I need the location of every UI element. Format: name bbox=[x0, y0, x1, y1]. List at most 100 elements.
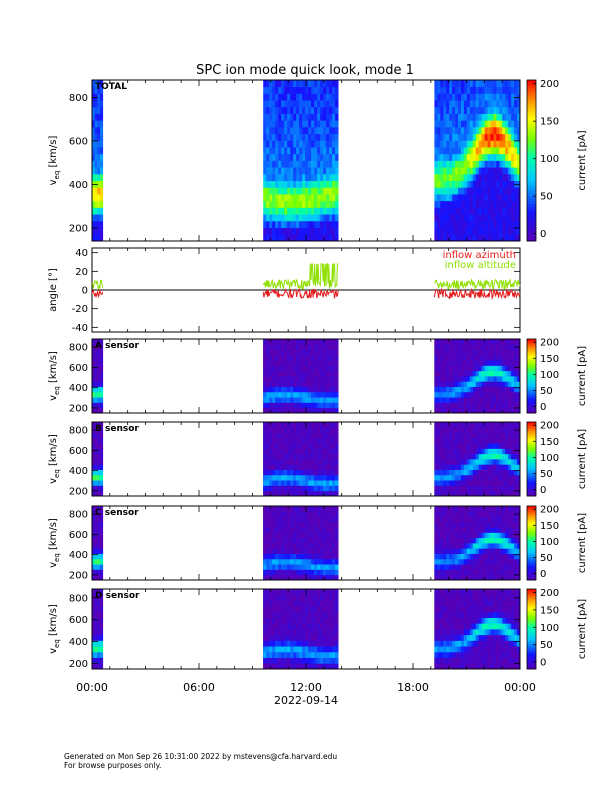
total-cell bbox=[275, 140, 279, 148]
a-cell bbox=[484, 386, 488, 393]
d-cell bbox=[266, 646, 270, 653]
b-cell bbox=[296, 432, 300, 439]
a-cell bbox=[263, 354, 267, 361]
d-cell bbox=[452, 663, 456, 670]
c-cell bbox=[278, 527, 282, 533]
a-cell bbox=[493, 365, 497, 372]
a-cell bbox=[499, 386, 503, 393]
total-cell bbox=[452, 113, 456, 121]
b-cell bbox=[440, 490, 444, 497]
a-cell bbox=[449, 360, 453, 366]
total-cell bbox=[502, 207, 506, 215]
total-cell bbox=[466, 113, 471, 121]
b-cell bbox=[311, 459, 315, 465]
total-cell bbox=[517, 200, 521, 208]
a-cell bbox=[296, 391, 300, 398]
total-cell bbox=[94, 187, 98, 195]
c-cell bbox=[440, 574, 444, 581]
total-cell bbox=[481, 133, 485, 141]
total-cell bbox=[263, 106, 267, 114]
b-cell bbox=[299, 469, 303, 476]
b-colorbar-cell bbox=[527, 487, 536, 489]
b-cell bbox=[94, 453, 98, 460]
a-colorbar-cell bbox=[527, 384, 536, 387]
c-cell bbox=[269, 558, 273, 565]
total-cell bbox=[281, 160, 285, 168]
total-cell bbox=[478, 80, 483, 88]
c-cell bbox=[317, 521, 321, 528]
c-cell bbox=[323, 574, 327, 581]
total-cell bbox=[302, 194, 306, 202]
total-cell bbox=[266, 220, 270, 228]
c-cell bbox=[481, 521, 485, 528]
c-cell bbox=[284, 527, 288, 533]
total-cell bbox=[100, 234, 104, 242]
b-colorbar-tick-label: 150 bbox=[540, 437, 559, 448]
b-cell bbox=[508, 464, 512, 470]
c-cell bbox=[517, 537, 521, 544]
c-cell bbox=[275, 564, 279, 570]
total-cell bbox=[458, 147, 462, 155]
a-cell bbox=[493, 376, 497, 382]
b-cell bbox=[311, 453, 315, 460]
total-cell bbox=[472, 106, 477, 114]
c-cell bbox=[434, 511, 438, 517]
a-cell bbox=[517, 360, 521, 366]
total-cell bbox=[517, 86, 521, 94]
total-cell bbox=[266, 200, 270, 208]
total-cell bbox=[308, 207, 312, 215]
b-cell bbox=[281, 443, 285, 449]
b-cell bbox=[332, 485, 336, 492]
c-cell bbox=[263, 516, 267, 523]
d-cell bbox=[296, 611, 300, 618]
total-cell bbox=[293, 147, 297, 155]
total-cell bbox=[481, 113, 485, 121]
a-cell bbox=[434, 360, 438, 366]
c-cell bbox=[472, 553, 477, 560]
b-cell bbox=[508, 490, 512, 497]
c-colorbar-cell bbox=[527, 566, 536, 569]
d-cell bbox=[275, 600, 279, 607]
a-cell bbox=[296, 370, 300, 377]
total-colorbar-cell bbox=[527, 203, 536, 207]
total-cell bbox=[275, 227, 279, 235]
total-cell bbox=[332, 113, 336, 121]
b-cell bbox=[449, 485, 453, 492]
b-cell bbox=[460, 490, 465, 497]
total-cell bbox=[481, 126, 485, 135]
b-cell bbox=[478, 422, 483, 428]
c-cell bbox=[323, 564, 327, 570]
d-cell bbox=[437, 651, 441, 658]
b-cell bbox=[305, 437, 309, 444]
c-cell bbox=[481, 543, 485, 549]
c-cell bbox=[275, 543, 279, 549]
b-cell bbox=[94, 422, 98, 428]
c-cell bbox=[484, 543, 488, 549]
total-cell bbox=[484, 133, 488, 141]
c-cell bbox=[440, 564, 444, 570]
d-cell bbox=[299, 606, 303, 613]
d-cell bbox=[332, 646, 336, 653]
b-ytick-label: 800 bbox=[69, 426, 88, 437]
b-cell bbox=[320, 443, 324, 449]
total-cell bbox=[469, 126, 474, 135]
total-cell bbox=[472, 214, 477, 222]
b-colorbar-cell bbox=[527, 493, 536, 496]
d-cell bbox=[434, 611, 438, 618]
total-cell bbox=[314, 140, 318, 148]
total-cell bbox=[517, 187, 521, 195]
total-cell bbox=[502, 113, 506, 121]
total-cell bbox=[514, 140, 518, 148]
d-cell bbox=[308, 606, 312, 613]
total-cell bbox=[481, 180, 485, 188]
total-cell bbox=[469, 173, 474, 182]
c-cell bbox=[302, 574, 306, 581]
a-cell bbox=[290, 344, 294, 350]
total-cell bbox=[92, 126, 96, 135]
a-cell bbox=[299, 402, 303, 409]
total-cell bbox=[511, 180, 515, 188]
b-cell bbox=[437, 448, 441, 455]
a-cell bbox=[323, 344, 327, 350]
d-cell bbox=[314, 594, 318, 601]
total-cell bbox=[452, 194, 456, 202]
